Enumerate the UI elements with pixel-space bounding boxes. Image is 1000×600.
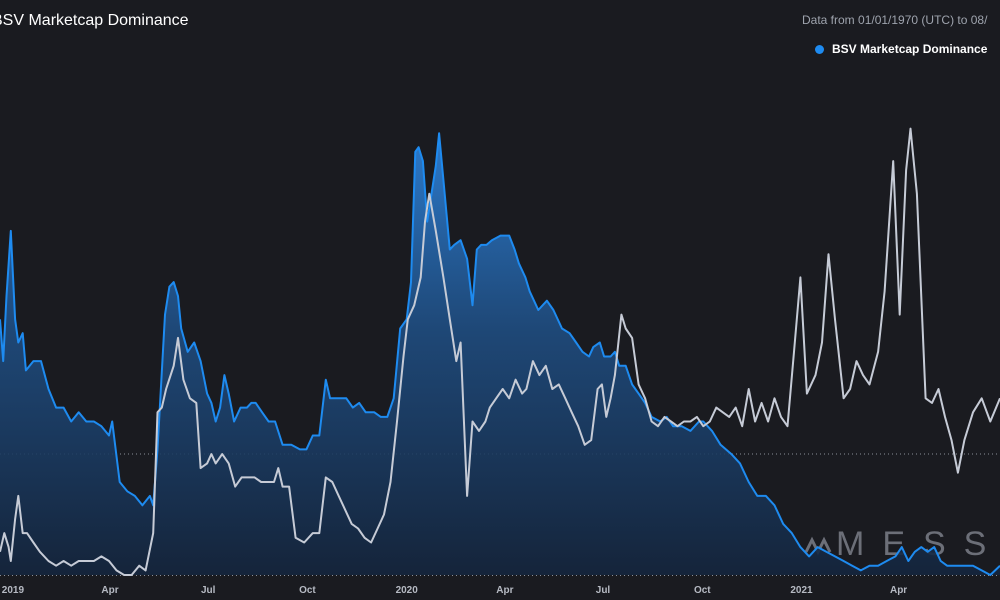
x-tick-label: Jul	[201, 585, 216, 596]
date-range-note: Data from 01/01/1970 (UTC) to 08/	[802, 13, 988, 27]
x-tick-label: Apr	[890, 585, 907, 596]
x-tick-label: Jul	[596, 585, 611, 596]
legend-marker-icon	[815, 44, 824, 54]
x-tick-label: Oct	[299, 585, 316, 596]
x-tick-label: Apr	[101, 585, 118, 596]
chart-title: BSV Marketcap Dominance	[0, 12, 189, 29]
x-tick-label: Oct	[694, 585, 711, 596]
x-tick-label: 2019	[2, 585, 25, 596]
legend-label: BSV Marketcap Dominance	[832, 42, 988, 56]
x-tick-label: 2021	[790, 585, 813, 596]
series-line-1	[0, 127, 1000, 576]
x-tick-label: 2020	[396, 585, 419, 596]
series-area-0	[0, 133, 1000, 576]
x-tick-label: Apr	[496, 585, 513, 596]
legend[interactable]: BSV Marketcap Dominance	[815, 42, 987, 56]
